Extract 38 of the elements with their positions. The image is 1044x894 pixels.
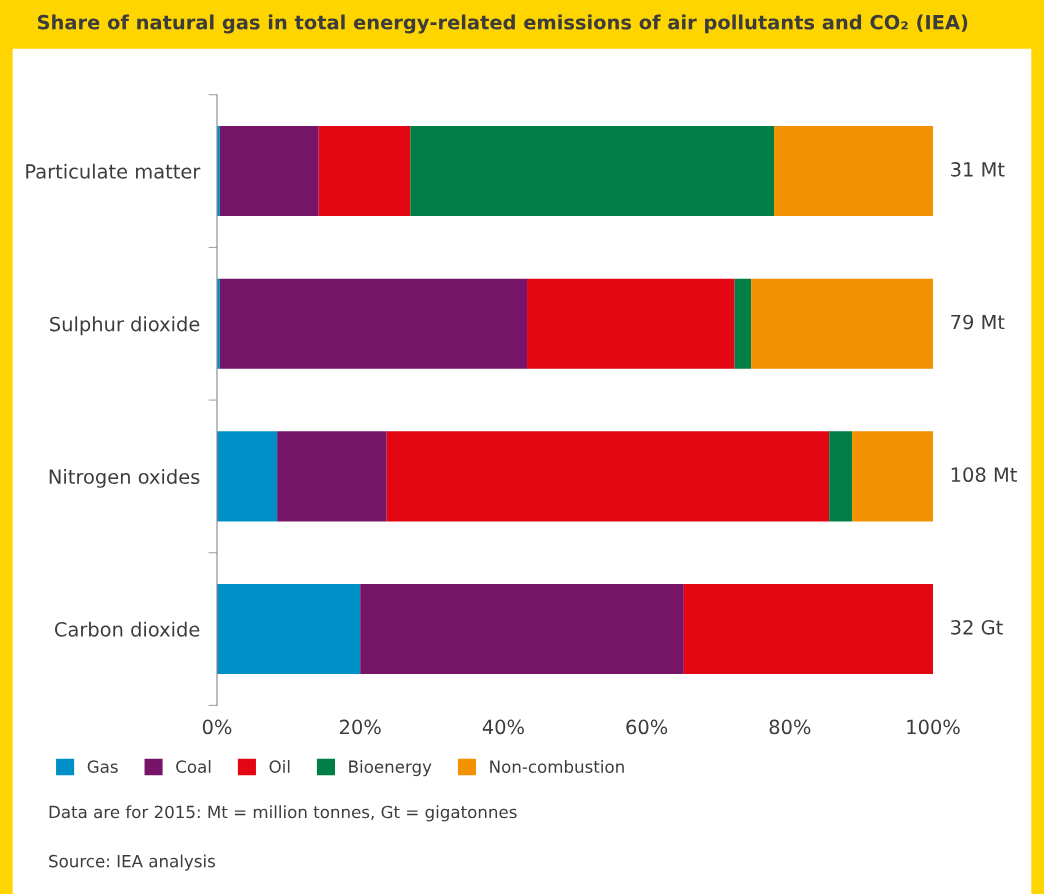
bar	[217, 431, 278, 522]
text: 108 Mt	[951, 467, 1017, 483]
bar	[683, 584, 933, 675]
bar	[527, 278, 735, 369]
x-tick-label: 80%	[769, 719, 811, 735]
bar	[217, 584, 361, 675]
x-tick-label: 20%	[340, 719, 381, 735]
x-tick-label: 100%	[907, 719, 960, 735]
y-tick-label: Carbon dioxide	[54, 621, 200, 637]
x-tick-label: 60%	[626, 719, 668, 735]
y-tick-label: Sulphur dioxide	[50, 316, 200, 336]
legend-label: Gas	[87, 760, 118, 773]
legend-label: Oil	[269, 760, 290, 773]
y-tick-label: Particulate matter	[26, 163, 201, 179]
legend-label: Non-combustion	[490, 760, 624, 773]
bar	[734, 278, 752, 369]
source-note: Source: IEA analysis	[49, 854, 215, 871]
bar	[277, 431, 387, 522]
bar	[852, 431, 933, 522]
y-tick-label: Nitrogen oxides	[49, 469, 200, 488]
bar	[410, 126, 775, 217]
text: 31 Mt	[951, 162, 1005, 177]
bar	[386, 431, 830, 522]
x-tick-label: 0%	[202, 719, 232, 735]
bar	[829, 431, 853, 522]
legend-label: Bioenergy	[349, 760, 432, 777]
bar	[219, 126, 319, 217]
chart-title: Share of natural gas in total energy-related emissions of air pollutants and CO₂ (IEA)	[37, 14, 968, 34]
bar	[219, 278, 528, 369]
bar	[751, 278, 933, 369]
bar	[774, 126, 933, 217]
legend-label: Coal	[176, 760, 211, 773]
text: 79 Mt	[951, 314, 1005, 330]
bar	[360, 584, 684, 675]
text: 32 Gt	[951, 619, 1003, 635]
x-tick-label: 40%	[482, 719, 524, 735]
bar	[318, 126, 411, 217]
text: Data are for 2015: Mt = million tonnes, Gt = gigatonnes	[49, 805, 517, 822]
